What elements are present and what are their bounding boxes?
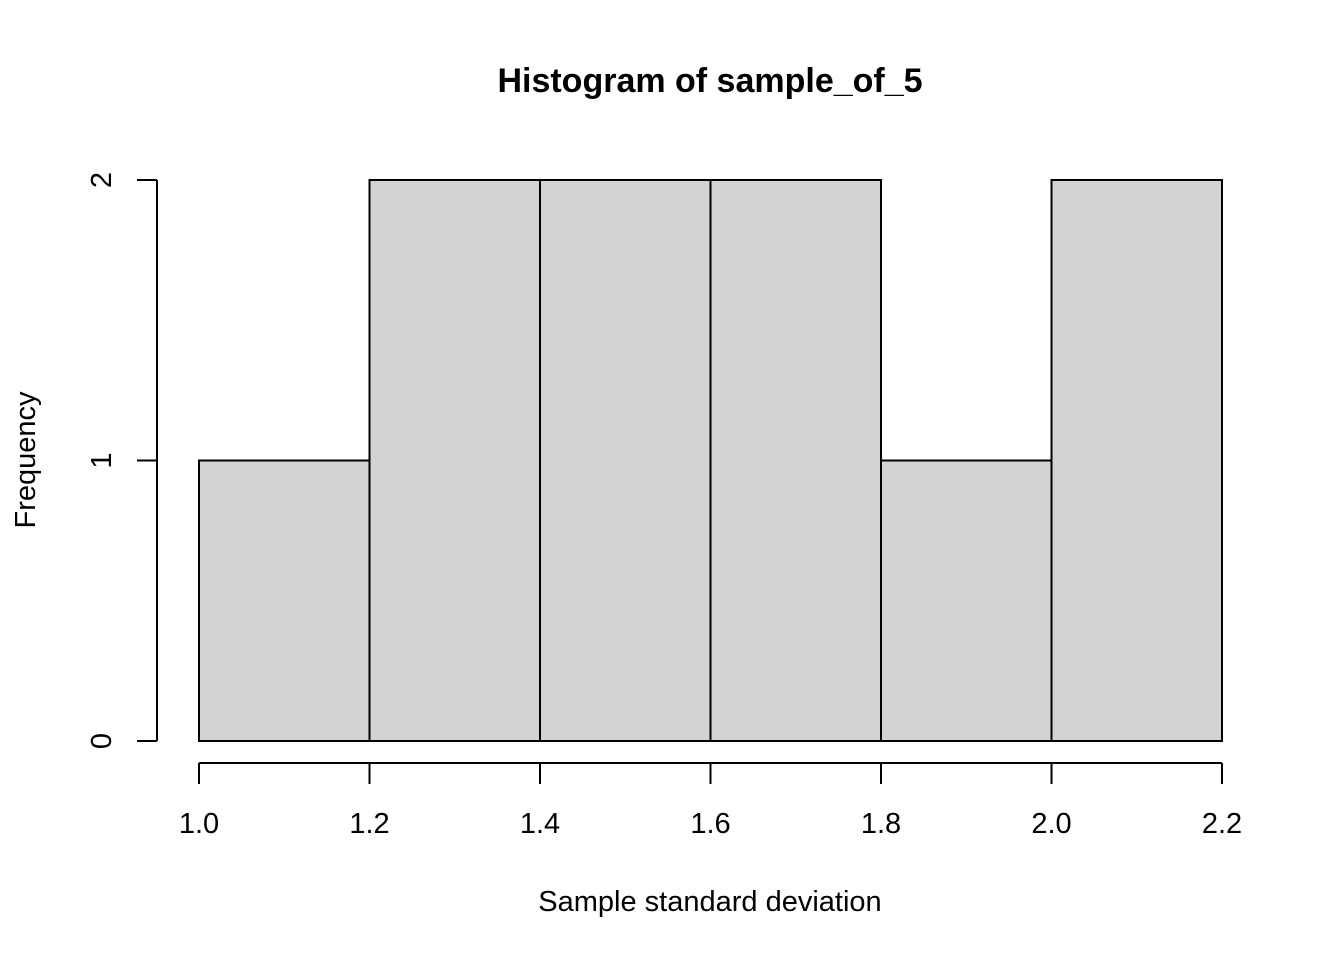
- x-tick-label: 2.0: [1031, 808, 1071, 840]
- histogram-bar-6: [1050, 179, 1223, 742]
- histogram-bar-4: [709, 179, 882, 742]
- y-tick-label: 1: [86, 452, 118, 468]
- histogram-bar-2: [368, 179, 541, 742]
- y-axis-label: Frequency: [10, 391, 42, 529]
- histogram-bar-1: [198, 459, 371, 742]
- y-tick-label: 2: [86, 172, 118, 188]
- x-tick-label: 1.4: [520, 808, 560, 840]
- x-tick-label: 1.6: [690, 808, 730, 840]
- x-tick-label: 1.0: [179, 808, 219, 840]
- y-axis: 0 1 2: [86, 172, 158, 749]
- x-axis-label: Sample standard deviation: [538, 886, 881, 918]
- bars-group: [198, 179, 1223, 742]
- y-tick-label: 0: [86, 733, 118, 749]
- x-tick-label: 1.8: [861, 808, 901, 840]
- histogram-bar-3: [539, 179, 712, 742]
- x-axis: 1.0 1.2 1.4 1.6 1.8 2.0 2.2: [179, 762, 1242, 840]
- x-tick-label: 2.2: [1202, 808, 1242, 840]
- histogram-bar-5: [880, 459, 1053, 742]
- x-tick-label: 1.2: [349, 808, 389, 840]
- chart-title: Histogram of sample_of_5: [497, 62, 922, 100]
